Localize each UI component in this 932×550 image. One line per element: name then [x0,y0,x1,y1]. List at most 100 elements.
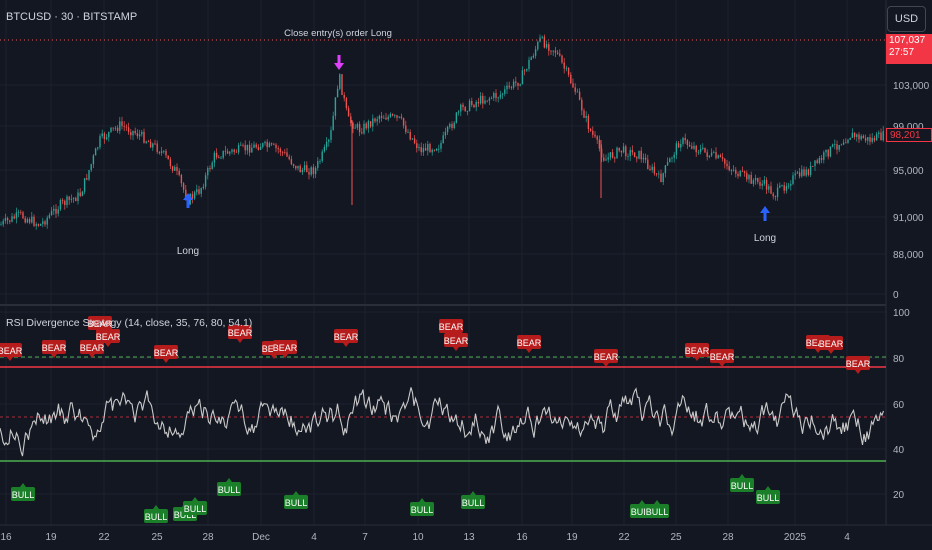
candle-body [253,144,255,148]
bear-text: BEAR [154,348,179,358]
indicator-title[interactable]: RSI Divergence Strategy (14, close, 35, … [6,317,252,329]
candle-body [391,114,394,116]
candle-body [26,219,29,223]
bull-label: BULL [645,500,669,518]
bear-text: BEAR [80,343,105,353]
time-tick: 13 [463,532,475,543]
candle-body [350,116,352,123]
candle-body [682,137,684,144]
candle-body [125,126,128,128]
candle-body [710,152,713,156]
close-order-marker[interactable]: Close entry(s) order Long [284,28,392,70]
candle-body [831,144,834,147]
long-entry-marker-1[interactable]: Long [177,193,199,257]
candle-body [420,147,422,153]
candle-body [611,152,614,158]
candle-body [477,101,480,104]
candle-body [471,100,473,105]
candle-body [407,132,409,133]
bear-label: BEAR [819,336,844,354]
rsi-axis[interactable]: 100 80 60 40 20 [893,308,910,501]
long-entry-marker-2[interactable]: Long [754,206,776,244]
candle-body [649,168,651,170]
candle-body [53,208,55,211]
candle-body [429,144,431,153]
candle-body [829,146,832,157]
candle-body [816,160,818,163]
candle-body [515,81,517,83]
candle-body [86,178,88,180]
candle-body [24,218,26,223]
candle-body [567,67,570,75]
candle-body [242,144,244,146]
candle-body [0,224,2,226]
candle-body [662,173,664,183]
candle-body [589,128,592,131]
candle-body [20,211,22,213]
bull-text: BULL [285,498,308,508]
candle-body [792,175,794,184]
candle-body [860,135,862,140]
candle-body [209,168,211,170]
candle-body [215,152,218,158]
symbol-title[interactable]: BTCUSD · 30 · BITSTAMP [6,11,137,23]
candle-body [699,148,702,152]
candle-body [781,185,783,187]
long-label-1: Long [177,246,199,257]
candle-body [270,143,273,145]
time-tick: 4 [311,532,317,543]
candle-body [347,108,350,117]
candle-body [537,41,539,50]
candle-body [101,133,103,137]
marker-price-badge[interactable]: 98,201 [886,128,932,142]
candle-body [836,144,838,150]
candle-body [726,163,728,167]
candle-body [191,194,194,199]
bear-label: BEAR [444,333,469,351]
candle-body [358,124,361,133]
candle-body [453,122,455,129]
bull-text: BULL [184,504,207,514]
candle-body [633,152,636,158]
candle-body [856,134,858,137]
current-price-badge[interactable]: 107,037 27:57 [886,34,932,64]
candle-body [295,165,297,169]
candle-body [356,124,359,128]
bear-text: BEAR [228,328,253,338]
candle-body [114,127,117,129]
candle-body [264,141,266,144]
candle-body [202,186,205,189]
time-axis[interactable]: 16 19 22 25 28 Dec 4 7 10 13 16 19 22 25 28 2025 4 [0,532,850,543]
candle-body [268,143,271,148]
price-axis[interactable]: 103,000 99,000 95,000 91,000 88,000 0 [893,81,930,301]
candle-body [493,92,495,98]
candle-body [587,115,590,129]
candle-body [512,81,515,88]
candle-body [75,197,77,202]
bull-text: BULL [462,498,485,508]
bear-text: BEAR [594,352,619,362]
candle-body [400,116,403,119]
candle-body [798,172,801,177]
time-tick: 16 [516,532,528,543]
bull-text: BULL [145,512,168,522]
candle-body [138,134,141,137]
candle-body [303,165,306,170]
bull-label: BULL [730,474,754,492]
candle-body [880,132,882,141]
candle-body [552,50,554,52]
candle-body [600,148,603,158]
candle-body [735,169,737,174]
candle-body [251,147,253,153]
candle-body [334,97,337,116]
bear-text: BEAR [819,339,844,349]
bear-text: BEAR [710,352,735,362]
candle-body [847,139,849,143]
candle-body [134,130,136,134]
currency-button[interactable]: USD [887,6,926,32]
candle-body [746,172,748,180]
bear-label: BEAR [273,340,298,358]
candle-body [814,160,816,167]
